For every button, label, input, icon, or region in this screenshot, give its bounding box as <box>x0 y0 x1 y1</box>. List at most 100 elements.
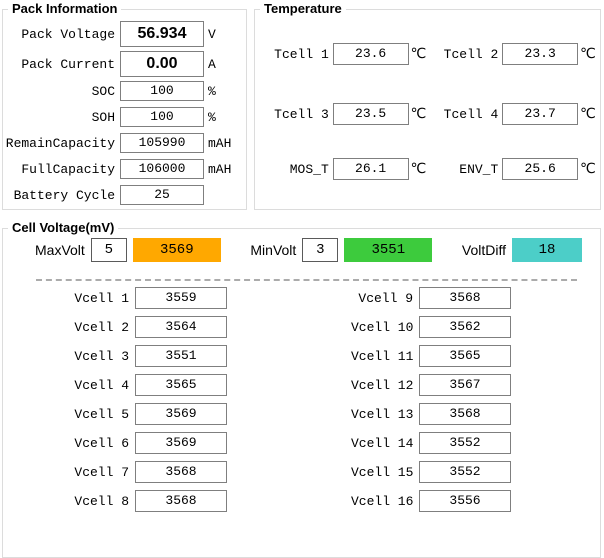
vcell11-field[interactable]: 3565 <box>419 345 511 367</box>
vcell4-label: Vcell 4 <box>74 377 129 393</box>
vcell-row-1: Vcell 1 3559 <box>73 287 227 309</box>
vcell-row-4: Vcell 4 3565 <box>73 374 227 396</box>
pack-current-field[interactable]: 0.00 <box>120 51 204 77</box>
cell-voltage-summary: MaxVolt 5 3569 MinVolt 3 3551 VoltDiff 1… <box>3 238 600 262</box>
vcell-row-3: Vcell 3 3551 <box>73 345 227 367</box>
pack-voltage-field[interactable]: 56.934 <box>120 21 204 47</box>
pack-voltage-unit: V <box>208 26 216 42</box>
pack-current-unit: A <box>208 56 216 72</box>
remain-capacity-unit: mAH <box>208 135 232 151</box>
tcell1-label: Tcell 1 <box>274 46 329 62</box>
minvolt-index-field[interactable]: 3 <box>302 238 339 262</box>
vcell3-field[interactable]: 3551 <box>135 345 227 367</box>
vcell-row-2: Vcell 2 3564 <box>73 316 227 338</box>
vcell1-field[interactable]: 3559 <box>135 287 227 309</box>
remain-capacity-field[interactable]: 105990 <box>120 133 204 153</box>
vcell12-label: Vcell 12 <box>351 377 414 393</box>
env-t-unit: ℃ <box>580 161 596 177</box>
tcell2-unit: ℃ <box>580 46 596 62</box>
maxvolt-value-badge: 3569 <box>132 238 221 262</box>
pack-row-battery-cycle: Battery Cycle 25 <box>3 185 246 205</box>
full-capacity-field[interactable]: 106000 <box>120 159 204 179</box>
vcell7-field[interactable]: 3568 <box>135 461 227 483</box>
vcell2-field[interactable]: 3564 <box>135 316 227 338</box>
temperature-row-3: MOS_T 26.1 ℃ ENV_T 25.6 ℃ <box>255 158 600 180</box>
temperature-row-2: Tcell 3 23.5 ℃ Tcell 4 23.7 ℃ <box>255 103 600 125</box>
maxvolt-cluster: MaxVolt 5 3569 <box>35 238 221 262</box>
vcell-row-9: Vcell 9 3568 <box>351 287 511 309</box>
minvolt-value-badge: 3551 <box>344 238 433 262</box>
vcell5-label: Vcell 5 <box>74 406 129 422</box>
tcell3-field[interactable]: 23.5 <box>332 103 409 125</box>
pack-row-soh: SOH 100 % <box>3 107 246 127</box>
soc-unit: % <box>208 83 216 99</box>
mos-t-label: MOS_T <box>289 161 329 177</box>
vcell8-field[interactable]: 3568 <box>135 490 227 512</box>
pack-rows: Pack Voltage 56.934 V Pack Current 0.00 … <box>3 10 246 205</box>
temperature-group: Temperature Tcell 1 23.6 ℃ Tcell 2 23.3 … <box>254 1 601 210</box>
vcell-row-7: Vcell 7 3568 <box>73 461 227 483</box>
mos-t-unit: ℃ <box>410 161 427 177</box>
tcell3-label: Tcell 3 <box>274 106 329 122</box>
voltdiff-label: VoltDiff <box>461 242 506 258</box>
pack-row-current: Pack Current 0.00 A <box>3 51 246 77</box>
vcell9-field[interactable]: 3568 <box>419 287 511 309</box>
vcell9-label: Vcell 9 <box>358 290 413 306</box>
soc-field[interactable]: 100 <box>120 81 204 101</box>
cell-voltage-title: Cell Voltage(mV) <box>8 220 119 235</box>
maxvolt-index-field[interactable]: 5 <box>90 238 127 262</box>
voltdiff-cluster: VoltDiff 18 <box>462 238 582 262</box>
vcell15-field[interactable]: 3552 <box>419 461 511 483</box>
mos-t-field[interactable]: 26.1 <box>332 158 409 180</box>
pack-row-voltage: Pack Voltage 56.934 V <box>3 21 246 47</box>
pack-row-full-capacity: FullCapacity 106000 mAH <box>3 159 246 179</box>
tcell1-field[interactable]: 23.6 <box>332 43 409 65</box>
temperature-body: Tcell 1 23.6 ℃ Tcell 2 23.3 ℃ Tcell 3 23… <box>255 10 600 209</box>
vcell14-label: Vcell 14 <box>351 435 414 451</box>
minvolt-cluster: MinVolt 3 3551 <box>250 238 433 262</box>
vcell-row-5: Vcell 5 3569 <box>73 403 227 425</box>
temperature-title: Temperature <box>260 1 346 16</box>
vcell13-label: Vcell 13 <box>351 406 414 422</box>
vcell2-label: Vcell 2 <box>74 319 129 335</box>
vcell6-label: Vcell 6 <box>74 435 129 451</box>
tcell4-field[interactable]: 23.7 <box>502 103 579 125</box>
vcell-row-6: Vcell 6 3569 <box>73 432 227 454</box>
battery-cycle-label: Battery Cycle <box>13 187 115 203</box>
vcell10-field[interactable]: 3562 <box>419 316 511 338</box>
vcell4-field[interactable]: 3565 <box>135 374 227 396</box>
vcell3-label: Vcell 3 <box>74 348 129 364</box>
vcell6-field[interactable]: 3569 <box>135 432 227 454</box>
battery-cycle-field[interactable]: 25 <box>120 185 204 205</box>
tcell2-label: Tcell 2 <box>443 46 499 62</box>
vcell-row-13: Vcell 13 3568 <box>351 403 511 425</box>
soh-field[interactable]: 100 <box>120 107 204 127</box>
minvolt-label: MinVolt <box>250 242 297 258</box>
vcell14-field[interactable]: 3552 <box>419 432 511 454</box>
tcell3-unit: ℃ <box>410 106 427 122</box>
pack-row-remain-capacity: RemainCapacity 105990 mAH <box>3 133 246 153</box>
tcell2-field[interactable]: 23.3 <box>502 43 579 65</box>
vcell13-field[interactable]: 3568 <box>419 403 511 425</box>
vcell5-field[interactable]: 3569 <box>135 403 227 425</box>
env-t-field[interactable]: 25.6 <box>502 158 579 180</box>
pack-row-soc: SOC 100 % <box>3 81 246 101</box>
vcell-row-14: Vcell 14 3552 <box>351 432 511 454</box>
vcell15-label: Vcell 15 <box>351 464 414 480</box>
dashed-separator <box>36 279 577 281</box>
vcell10-label: Vcell 10 <box>351 319 414 335</box>
vcell-row-16: Vcell 16 3556 <box>351 490 511 512</box>
vcell-row-12: Vcell 12 3567 <box>351 374 511 396</box>
tcell1-unit: ℃ <box>410 46 427 62</box>
env-t-label: ENV_T <box>459 161 499 177</box>
vcell-row-15: Vcell 15 3552 <box>351 461 511 483</box>
vcell12-field[interactable]: 3567 <box>419 374 511 396</box>
remain-capacity-label: RemainCapacity <box>5 135 115 151</box>
vcell16-field[interactable]: 3556 <box>419 490 511 512</box>
vcell-row-11: Vcell 11 3565 <box>351 345 511 367</box>
vcell7-label: Vcell 7 <box>74 464 129 480</box>
soc-label: SOC <box>91 83 115 99</box>
pack-information-title: Pack Information <box>8 1 122 16</box>
pack-voltage-label: Pack Voltage <box>21 26 115 42</box>
vcell16-label: Vcell 16 <box>351 493 414 509</box>
